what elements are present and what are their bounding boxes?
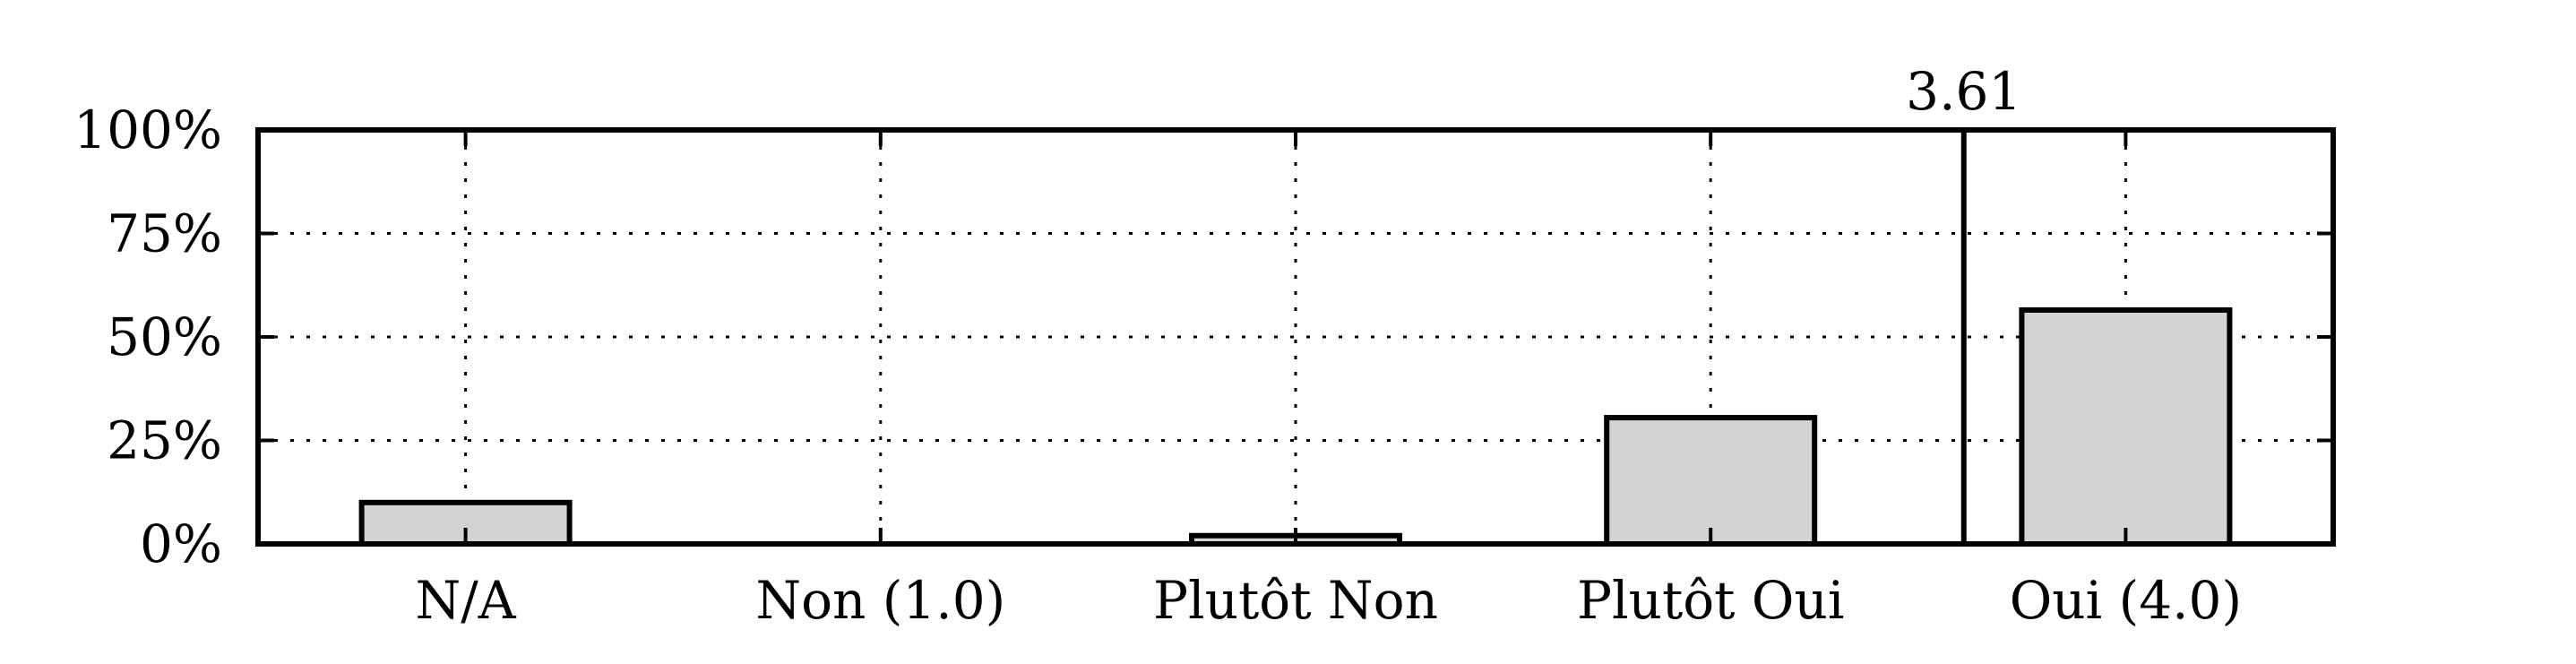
- y-tick-label: 50%: [107, 306, 222, 367]
- x-tick-label: Plutôt Non: [1153, 570, 1438, 631]
- x-axis-ticks: N/A Non (1.0) Plutôt Non Plutôt Oui Oui (4.0…: [416, 130, 2242, 631]
- x-tick-label: N/A: [416, 570, 517, 631]
- y-tick-label: 75%: [107, 203, 222, 264]
- x-tick-label: Oui (4.0): [2010, 570, 2242, 631]
- y-axis-ticks: 0% 25% 50% 75% 100%: [73, 99, 2333, 574]
- y-tick-label: 0%: [140, 513, 222, 574]
- bar: [1604, 415, 1818, 547]
- mean-label: 3.61: [1906, 61, 2021, 122]
- bars: [358, 306, 2233, 548]
- bar: [2019, 306, 2233, 547]
- y-tick-label: 25%: [107, 410, 222, 471]
- x-tick-label: Plutôt Oui: [1577, 570, 1844, 631]
- x-tick-label: Non (1.0): [755, 570, 1005, 631]
- y-tick-label: 100%: [73, 99, 222, 160]
- grid-lines: [258, 130, 2333, 544]
- mean-marker: 3.61: [1906, 61, 2021, 544]
